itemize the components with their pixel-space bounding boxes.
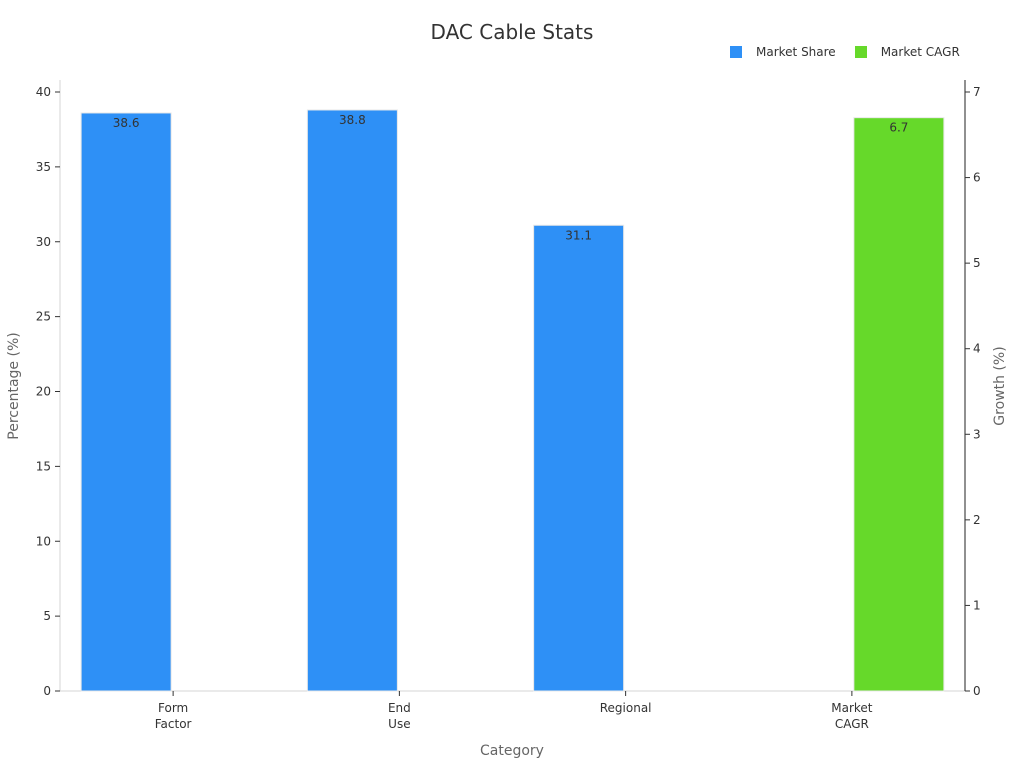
y-tick-label: 30 — [36, 235, 51, 249]
chart-title: DAC Cable Stats — [430, 20, 594, 44]
data-label: 31.1 — [565, 228, 592, 242]
y2-tick-label: 4 — [973, 342, 981, 356]
bar-market-share — [533, 224, 625, 692]
y2-tick-label: 7 — [973, 85, 981, 99]
y2-tick-label: 5 — [973, 256, 981, 270]
bar-market-share — [306, 109, 398, 692]
legend-item-market-cagr[interactable]: Market CAGR — [854, 45, 960, 59]
y2-axis-label: Growth (%) — [992, 346, 1008, 425]
y2-tick-label: 2 — [973, 513, 981, 527]
y-tick-label: 35 — [36, 160, 51, 174]
y-tick-label: 40 — [36, 85, 51, 99]
y-tick-label: 20 — [36, 385, 51, 399]
bar-market-cagr — [853, 117, 945, 692]
legend-label-market-cagr: Market CAGR — [880, 45, 960, 59]
legend: Market Share Market CAGR — [730, 45, 979, 59]
x-tick-label: Factor — [155, 717, 192, 731]
data-label: 6.7 — [889, 121, 908, 135]
x-tick-label: Regional — [600, 701, 652, 715]
legend-item-market-share[interactable]: Market Share — [730, 45, 836, 59]
x-tick-label: End — [388, 701, 411, 715]
x-tick-label: CAGR — [835, 717, 869, 731]
legend-swatch-market-cagr — [854, 46, 867, 58]
y-tick-label: 10 — [36, 534, 51, 548]
x-axis-label: Category — [480, 743, 544, 759]
y2-tick-label: 0 — [973, 684, 981, 698]
legend-label-market-share: Market Share — [756, 45, 836, 59]
y2-tick-label: 6 — [973, 171, 981, 185]
x-tick-label: Use — [388, 717, 410, 731]
y2-tick-label: 3 — [973, 427, 981, 441]
y-axis-label: Percentage (%) — [6, 332, 22, 439]
y-tick-label: 0 — [43, 684, 51, 698]
y-tick-label: 5 — [43, 609, 51, 623]
y2-tick-label: 1 — [973, 598, 981, 612]
x-tick-label: Form — [158, 701, 188, 715]
x-tick-label: Market — [831, 701, 873, 715]
bar-market-share — [80, 112, 172, 692]
data-label: 38.8 — [339, 113, 366, 127]
y-tick-label: 25 — [36, 310, 51, 324]
y-tick-label: 15 — [36, 459, 51, 473]
legend-swatch-market-share — [730, 46, 742, 58]
data-label: 38.6 — [113, 116, 140, 130]
